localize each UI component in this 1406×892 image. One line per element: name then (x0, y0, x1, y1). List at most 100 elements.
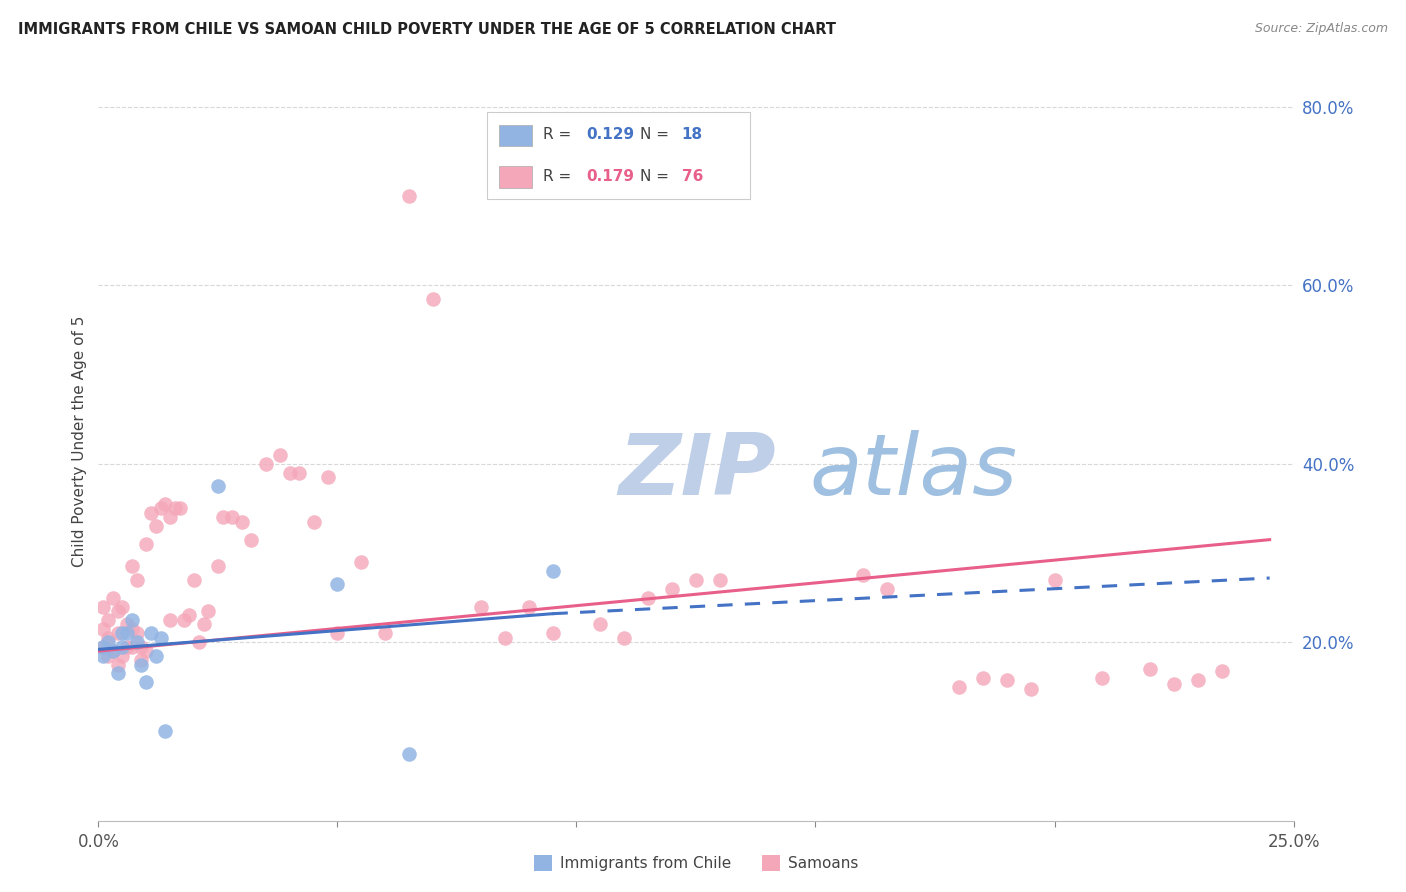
Point (121, 622, 143, 636)
Point (350, 555, 373, 569)
Point (972, 671, 994, 685)
Text: 18: 18 (682, 127, 703, 142)
Point (187, 635, 209, 649)
Point (613, 631, 636, 645)
Point (159, 613, 181, 627)
Point (163, 501, 186, 516)
Point (179, 608, 201, 623)
Point (91, 640, 114, 654)
Point (101, 591, 124, 605)
Point (131, 657, 153, 672)
Point (107, 657, 129, 672)
Point (1019, 681, 1042, 696)
Point (155, 724, 177, 739)
Point (107, 626, 129, 640)
Point (221, 510, 243, 524)
Point (541, 564, 564, 578)
Point (517, 599, 540, 614)
Point (470, 599, 492, 614)
Point (159, 510, 181, 524)
Text: R =: R = (543, 127, 576, 142)
Point (207, 479, 229, 493)
Point (183, 573, 205, 587)
Point (149, 631, 172, 645)
Point (211, 510, 233, 524)
Point (1211, 664, 1233, 678)
Point (494, 631, 516, 645)
Point (97, 648, 120, 663)
Point (709, 573, 731, 587)
Point (240, 533, 263, 547)
Point (155, 497, 177, 511)
Point (288, 466, 311, 480)
Point (121, 613, 143, 627)
Point (169, 501, 191, 516)
Legend: Immigrants from Chile, Samoans: Immigrants from Chile, Samoans (527, 849, 865, 878)
Text: IMMIGRANTS FROM CHILE VS SAMOAN CHILD POVERTY UNDER THE AGE OF 5 CORRELATION CHA: IMMIGRANTS FROM CHILE VS SAMOAN CHILD PO… (18, 22, 837, 37)
Point (115, 626, 138, 640)
Point (374, 626, 396, 640)
Point (135, 675, 157, 690)
Point (995, 673, 1018, 687)
Point (231, 515, 253, 529)
Point (145, 519, 167, 533)
Point (125, 573, 148, 587)
Point (139, 626, 162, 640)
Point (111, 626, 134, 640)
Point (541, 626, 564, 640)
Point (149, 501, 172, 516)
Point (111, 648, 134, 663)
Point (97, 635, 120, 649)
Point (107, 604, 129, 618)
Point (101, 644, 124, 658)
Y-axis label: Child Poverty Under the Age of 5: Child Poverty Under the Age of 5 (72, 316, 87, 567)
Point (278, 466, 301, 480)
Point (91, 640, 114, 654)
Point (91, 622, 114, 636)
Point (207, 559, 229, 574)
Text: ZIP: ZIP (619, 430, 776, 514)
Point (1187, 673, 1209, 687)
Point (316, 470, 339, 484)
Point (111, 599, 134, 614)
Point (111, 640, 134, 654)
Bar (499, 125, 533, 145)
FancyBboxPatch shape (486, 112, 749, 199)
Point (91, 599, 114, 614)
Text: 0.129: 0.129 (586, 127, 634, 142)
Point (139, 506, 162, 520)
Point (302, 515, 325, 529)
Point (422, 292, 444, 306)
Text: N =: N = (640, 169, 673, 184)
Point (876, 582, 898, 596)
Point (97, 631, 120, 645)
Point (948, 680, 970, 694)
Point (326, 626, 349, 640)
Point (685, 573, 707, 587)
Point (1043, 573, 1066, 587)
Text: Source: ZipAtlas.com: Source: ZipAtlas.com (1254, 22, 1388, 36)
Point (91, 648, 114, 663)
Text: 0.179: 0.179 (586, 169, 634, 184)
Text: atlas: atlas (810, 430, 1018, 514)
Point (135, 537, 157, 551)
Point (135, 644, 157, 658)
Point (637, 591, 659, 605)
Point (121, 640, 143, 654)
Point (125, 635, 148, 649)
Point (852, 568, 875, 582)
Point (125, 626, 148, 640)
Point (115, 640, 138, 654)
Text: N =: N = (640, 127, 673, 142)
Point (115, 617, 138, 632)
Point (145, 648, 167, 663)
Point (173, 613, 195, 627)
Point (398, 189, 420, 203)
Point (101, 644, 124, 658)
Point (1139, 662, 1161, 676)
Text: 76: 76 (682, 169, 703, 184)
Point (193, 617, 215, 632)
Point (131, 653, 153, 667)
Text: R =: R = (543, 169, 576, 184)
Point (131, 640, 153, 654)
